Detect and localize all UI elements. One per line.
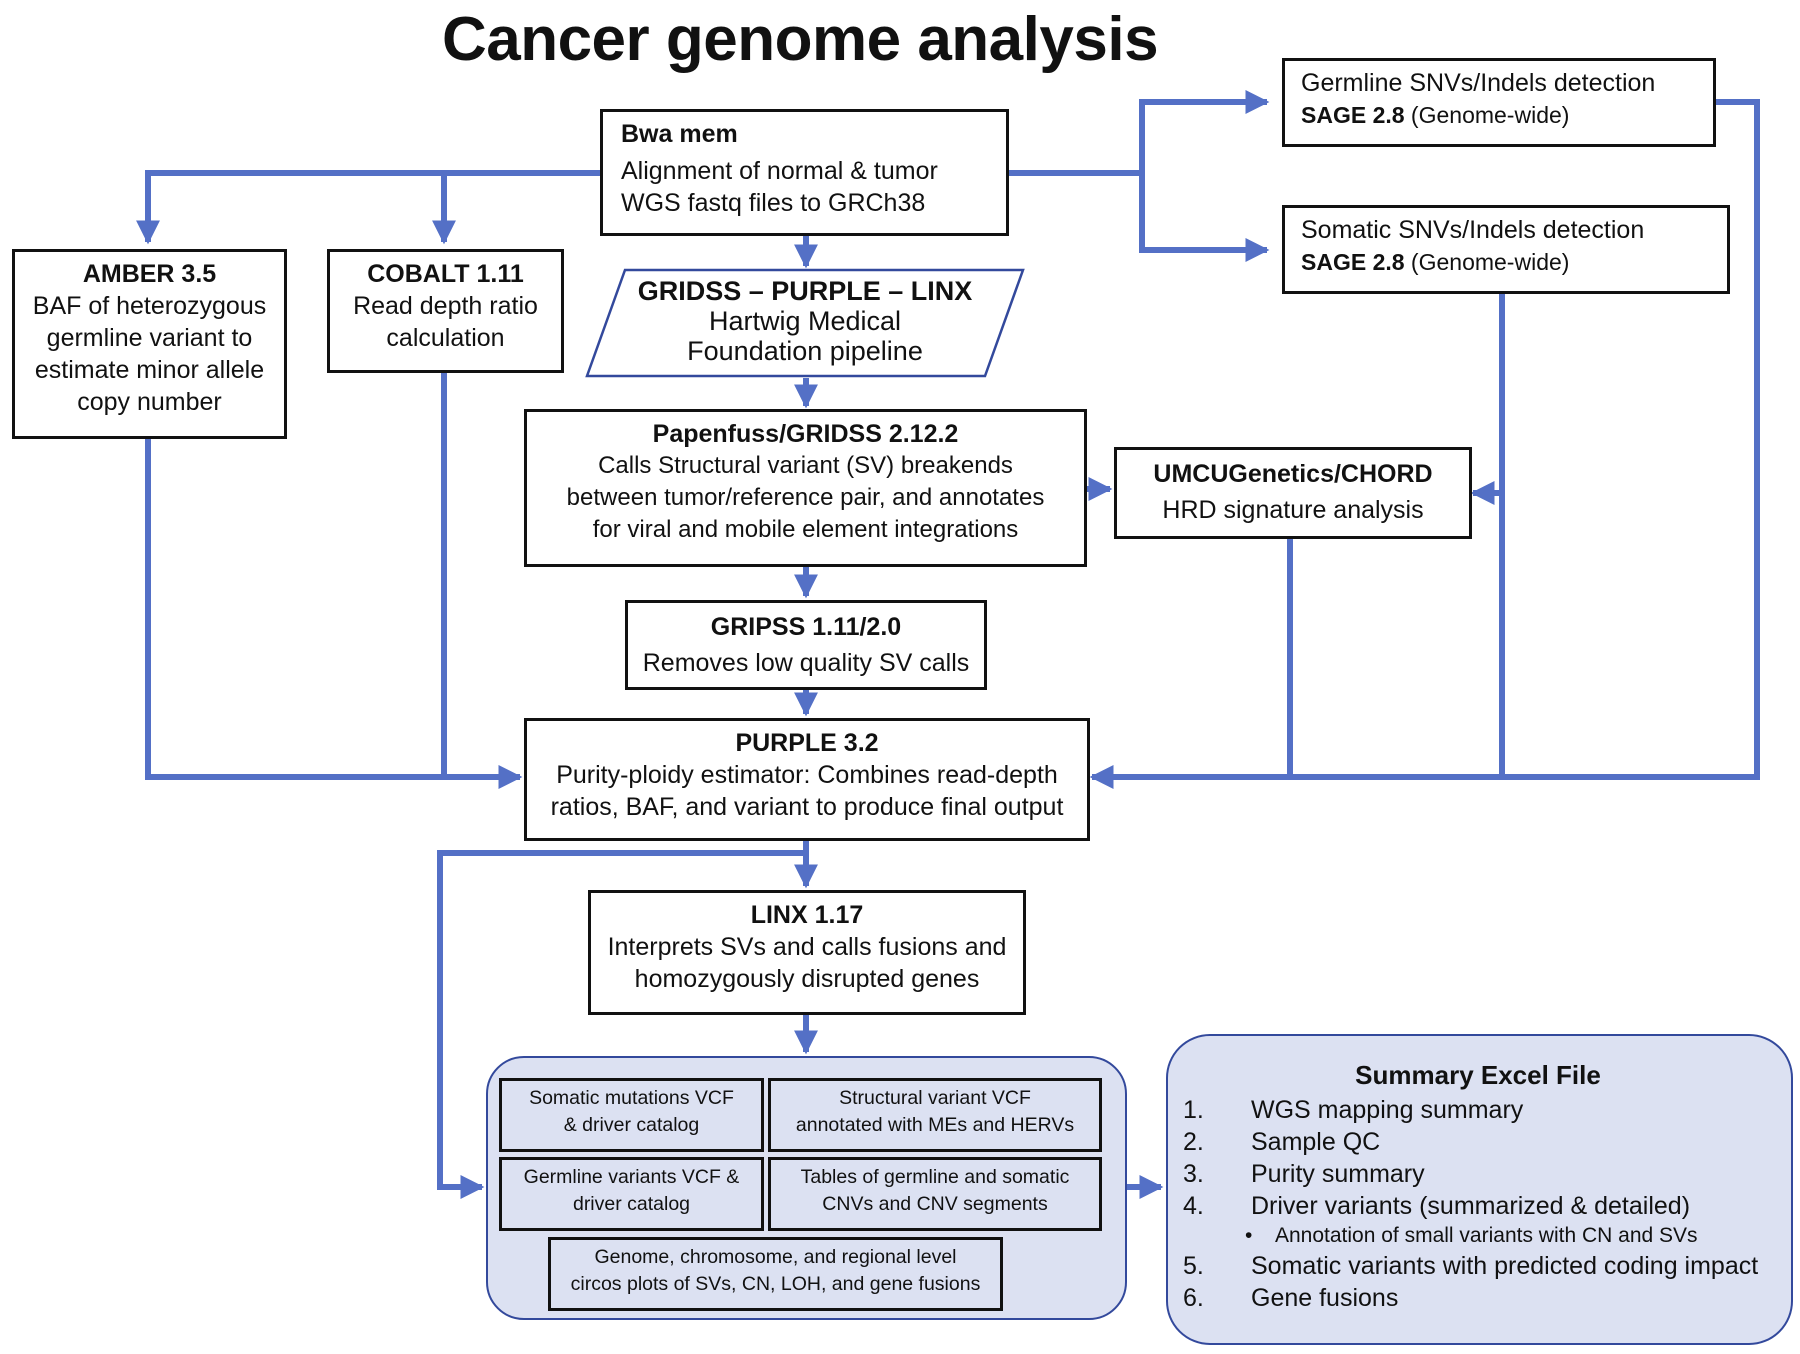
summary-item-text: Gene fusions <box>1251 1284 1399 1312</box>
gridss-heading: Papenfuss/GRIDSS 2.12.2 <box>652 420 959 448</box>
output-sv-vcf: Structural variant VCF annotated with ME… <box>768 1078 1102 1152</box>
bwa-mem-box: Bwa mem Alignment of normal & tumor WGS … <box>600 109 1009 236</box>
linx-heading: LINX 1.17 <box>750 901 864 929</box>
summary-item-number: 5. <box>1183 1252 1204 1280</box>
output-germline-vcf-line1: Germline variants VCF & <box>523 1166 740 1188</box>
germline-tool: SAGE 2.8 <box>1301 102 1405 128</box>
summary-list: 1. WGS mapping summary 2. Sample QC 3. P… <box>1183 1096 1783 1316</box>
summary-group <box>1166 1034 1793 1345</box>
summary-item: 3. Purity summary <box>1183 1160 1783 1192</box>
summary-item: 4. Driver variants (summarized & detaile… <box>1183 1192 1783 1224</box>
summary-item-number: 3. <box>1183 1160 1204 1188</box>
summary-item-number: 1. <box>1183 1096 1204 1124</box>
arrow-bwa-to-germline <box>1139 90 1270 173</box>
output-cnv-tables-line2: CNVs and CNV segments <box>822 1193 1048 1215</box>
linx-line2: homozygously disrupted genes <box>634 965 980 993</box>
germline-scope: (Genome-wide) <box>1404 102 1570 128</box>
cobalt-line2: calculation <box>386 324 505 352</box>
output-circos-plots: Genome, chromosome, and regional level c… <box>548 1237 1003 1311</box>
output-germline-vcf-line2: driver catalog <box>572 1193 691 1215</box>
output-somatic-vcf-line1: Somatic mutations VCF <box>529 1087 734 1109</box>
output-somatic-vcf-line2: & driver catalog <box>563 1114 700 1136</box>
somatic-sage-box: Somatic SNVs/Indels detection SAGE 2.8 (… <box>1282 205 1730 294</box>
output-cnv-tables-line1: Tables of germline and somatic <box>800 1166 1070 1188</box>
summary-sub-item: • Annotation of small variants with CN a… <box>1183 1224 1783 1252</box>
somatic-scope: (Genome-wide) <box>1404 249 1570 275</box>
cobalt-line1: Read depth ratio <box>353 292 538 320</box>
chord-heading: UMCUGenetics/CHORD <box>1153 460 1433 488</box>
gridss-box: Papenfuss/GRIDSS 2.12.2 Calls Structural… <box>524 409 1087 567</box>
amber-line2: germline variant to <box>46 324 253 352</box>
summary-item-text: Purity summary <box>1251 1160 1425 1188</box>
summary-item-text: WGS mapping summary <box>1251 1096 1524 1124</box>
hmf-line1: Hartwig Medical <box>708 306 902 336</box>
purple-line2: ratios, BAF, and variant to produce fina… <box>550 793 1064 821</box>
purple-line1: Purity-ploidy estimator: Combines read-d… <box>556 761 1058 789</box>
summary-item: 5. Somatic variants with predicted codin… <box>1183 1252 1783 1284</box>
gripss-heading: GRIPSS 1.11/2.0 <box>710 613 902 641</box>
output-sv-vcf-line1: Structural variant VCF <box>839 1087 1031 1109</box>
germline-sage-box: Germline SNVs/Indels detection SAGE 2.8 … <box>1282 58 1716 147</box>
amber-line4: copy number <box>77 388 222 416</box>
bwa-mem-line2: WGS fastq files to GRCh38 <box>621 189 926 217</box>
hmf-line2: Foundation pipeline <box>687 336 923 366</box>
summary-item: 6. Gene fusions <box>1183 1284 1783 1316</box>
purple-box: PURPLE 3.2 Purity-ploidy estimator: Comb… <box>524 718 1090 841</box>
summary-item: 2. Sample QC <box>1183 1128 1783 1160</box>
amber-line3: estimate minor allele <box>34 356 265 384</box>
bullet-icon: • <box>1245 1224 1253 1247</box>
amber-heading: AMBER 3.5 <box>82 260 217 288</box>
purple-heading: PURPLE 3.2 <box>735 729 879 757</box>
output-cnv-tables: Tables of germline and somatic CNVs and … <box>768 1157 1102 1231</box>
linx-line1: Interprets SVs and calls fusions and <box>607 933 1007 961</box>
arrow-bwa-to-somatic <box>1009 170 1270 262</box>
amber-line1: BAF of heterozygous <box>32 292 267 320</box>
summary-item-number: 6. <box>1183 1284 1204 1312</box>
hmf-heading: GRIDSS – PURPLE – LINX <box>637 276 973 306</box>
diagram-title: Cancer genome analysis <box>441 5 1159 74</box>
cobalt-box: COBALT 1.11 Read depth ratio calculation <box>327 249 564 373</box>
somatic-tool: SAGE 2.8 <box>1301 249 1405 275</box>
gripss-line1: Removes low quality SV calls <box>642 649 970 677</box>
gridss-line2: between tumor/reference pair, and annota… <box>566 484 1045 511</box>
linx-box: LINX 1.17 Interprets SVs and calls fusio… <box>588 890 1026 1015</box>
summary-title: Summary Excel File <box>1355 1060 1601 1090</box>
summary-item-text: Sample QC <box>1251 1128 1381 1156</box>
bwa-mem-heading: Bwa mem <box>621 120 738 148</box>
summary-item-text: Driver variants (summarized & detailed) <box>1251 1192 1691 1220</box>
cobalt-heading: COBALT 1.11 <box>367 260 524 288</box>
arrow-germline-to-purple <box>1089 99 1760 789</box>
gripss-box: GRIPSS 1.11/2.0 Removes low quality SV c… <box>625 600 987 690</box>
summary-item: 1. WGS mapping summary <box>1183 1096 1783 1128</box>
chord-box: UMCUGenetics/CHORD HRD signature analysi… <box>1114 447 1472 539</box>
arrow-purple-to-outputs <box>437 850 806 1199</box>
amber-box: AMBER 3.5 BAF of heterozygous germline v… <box>12 249 287 439</box>
hmf-pipeline-shape: GRIDSS – PURPLE – LINX Hartwig Medical F… <box>585 268 1025 378</box>
summary-item-number: 4. <box>1183 1192 1204 1220</box>
arrow-amber-to-purple <box>145 437 523 789</box>
somatic-line1: Somatic SNVs/Indels detection <box>1301 216 1645 244</box>
output-circos-plots-line1: Genome, chromosome, and regional level <box>594 1246 957 1268</box>
bwa-mem-line1: Alignment of normal & tumor <box>621 157 938 185</box>
output-somatic-vcf: Somatic mutations VCF & driver catalog <box>499 1078 764 1152</box>
summary-item-number: 2. <box>1183 1128 1204 1156</box>
arrow-somatic-to-chord <box>1470 292 1505 505</box>
output-germline-vcf: Germline variants VCF & driver catalog <box>499 1157 764 1231</box>
output-sv-vcf-line2: annotated with MEs and HERVs <box>795 1114 1075 1136</box>
chord-line1: HRD signature analysis <box>1162 496 1424 524</box>
summary-sub-item-text: Annotation of small variants with CN and… <box>1275 1224 1698 1247</box>
gridss-line3: for viral and mobile element integration… <box>592 516 1019 543</box>
germline-line1: Germline SNVs/Indels detection <box>1301 69 1656 97</box>
parallelogram-outline <box>585 268 1025 378</box>
summary-item-text: Somatic variants with predicted coding i… <box>1251 1252 1759 1280</box>
output-circos-plots-line2: circos plots of SVs, CN, LOH, and gene f… <box>570 1273 981 1295</box>
arrow-bwa-to-amber <box>136 170 600 245</box>
gridss-line1: Calls Structural variant (SV) breakends <box>598 452 1013 479</box>
